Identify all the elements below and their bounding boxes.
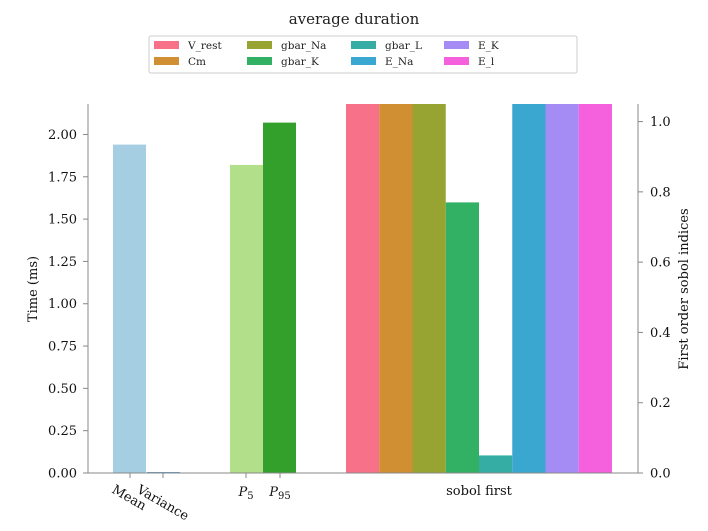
sobol-bar-e-na	[512, 104, 546, 473]
sobol-bar-e-k	[545, 104, 579, 473]
left-ticks: 0.00 0.25 0.50 0.75 1.00 1.25 1.50 1.75 2.00	[48, 128, 88, 482]
legend-label: E_K	[478, 40, 499, 52]
left-tick-label: 1.00	[48, 297, 77, 312]
chart-title: average duration	[289, 10, 420, 28]
legend-label: E_l	[478, 56, 495, 68]
right-tick-label: 0.8	[650, 185, 671, 200]
legend-label: V_rest	[187, 40, 222, 52]
axes	[87, 104, 639, 474]
legend-swatch	[351, 41, 376, 49]
left-bars	[113, 122, 296, 474]
right-tick-label: 0.2	[650, 396, 671, 411]
left-tick-label: 1.25	[48, 255, 77, 270]
legend-label: E_Na	[385, 56, 413, 68]
left-tick-label: 0.50	[48, 382, 77, 397]
legend-label: gbar_L	[385, 40, 422, 52]
sobol-bar-cm	[379, 104, 413, 473]
legend-swatch	[154, 41, 179, 49]
left-tick-label: 0.25	[48, 424, 77, 439]
right-tick-label: 1.0	[650, 115, 671, 130]
sobol-bar-e-l	[578, 104, 612, 473]
left-tick-label: 1.50	[48, 213, 77, 228]
left-tick-label: 1.75	[48, 170, 77, 185]
legend-label: Cm	[188, 56, 206, 68]
legend-label: gbar_K	[281, 56, 319, 68]
right-tick-label: 0.4	[650, 326, 671, 341]
right-tick-label: 0.6	[650, 256, 671, 271]
bar-p95	[263, 122, 296, 473]
left-tick-label: 0.75	[48, 340, 77, 355]
right-ticks: 0.0 0.2 0.4 0.6 0.8 1.0	[638, 115, 671, 482]
sobol-bar-gbar-l	[479, 455, 513, 473]
sobol-bar-v-rest	[346, 104, 380, 473]
bar-mean	[113, 144, 146, 474]
left-tick-label: 2.00	[48, 128, 77, 143]
sobol-bars	[346, 104, 612, 473]
y-axis-label-right: First order sobol indices	[677, 208, 692, 369]
legend-label: gbar_Na	[281, 40, 326, 52]
legend-swatch	[444, 57, 469, 65]
x-label-p95: P95	[268, 485, 290, 502]
x-label-sobol-first: sobol first	[446, 484, 512, 499]
legend: V_rest Cm gbar_Na gbar_K gbar_L E_Na E_K E_l	[148, 35, 578, 74]
left-tick-label: 0.00	[48, 467, 77, 482]
right-tick-label: 0.0	[650, 467, 671, 482]
legend-swatch	[444, 41, 469, 49]
legend-swatch	[247, 41, 272, 49]
legend-swatch	[154, 57, 179, 65]
legend-swatch	[351, 57, 376, 65]
legend-swatch	[247, 57, 272, 65]
y-axis-label-left: Time (ms)	[26, 256, 41, 322]
sobol-bar-gbar-na	[412, 104, 446, 473]
bar-p5	[230, 164, 263, 473]
sobol-bar-gbar-k	[445, 202, 479, 473]
x-label-p5: P5	[237, 485, 253, 502]
